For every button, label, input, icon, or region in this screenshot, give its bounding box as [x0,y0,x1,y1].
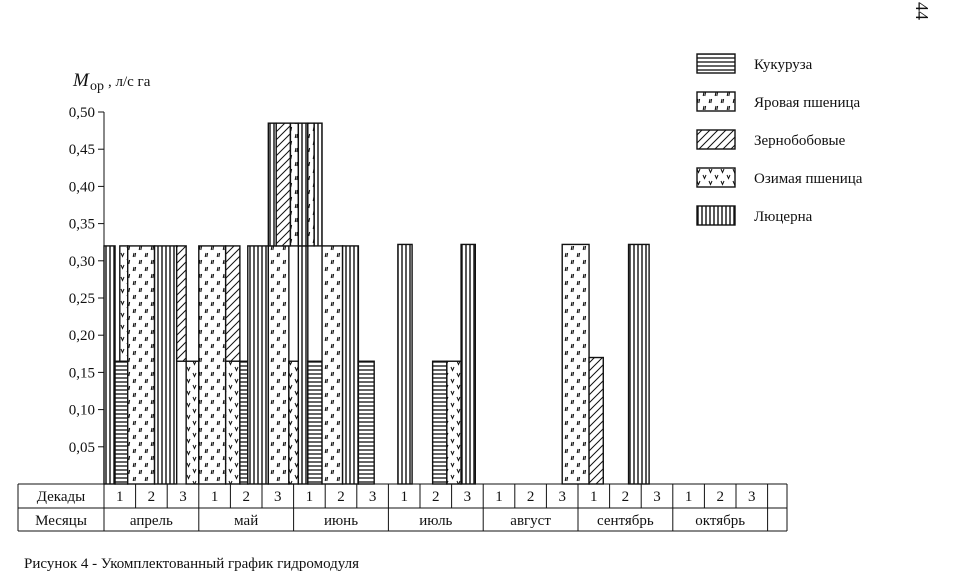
bar-winter [119,245,129,362]
y-ticks: 0,05 0,10 0,15 0,20 0,25 0,30 0,35 0,40 0,45 0,50 [69,105,104,456]
legend-swatch-legumes [696,129,736,150]
month-label: сентябрь [597,513,654,529]
bar-alfalfa [460,243,476,485]
decade-label: 3 [748,489,756,505]
month-label: апрель [130,513,173,529]
bar-legumes [175,245,187,362]
decade-label: 2 [432,489,440,505]
bar-alfalfa [341,245,360,485]
bar-winter [224,360,241,485]
decade-label: 2 [716,489,724,505]
y-tick-label: 0,35 [69,217,95,233]
decade-label: 3 [369,489,377,505]
bar-legumes [275,122,292,247]
page-number: 44 [912,2,932,20]
decade-label: 2 [337,489,345,505]
y-tick-label: 0,25 [69,291,95,307]
bar-alfalfa [313,122,323,247]
bar-alfalfa [247,245,270,485]
legend-swatch-winter [696,167,736,188]
bar-spring [198,245,227,485]
bar-spring [267,245,290,485]
legend-label-winter: Озимая пшеница [754,171,863,187]
decade-label: 3 [464,489,472,505]
y-tick-label: 0,50 [69,105,95,121]
bar-corn [114,360,129,485]
month-label: май [234,513,258,529]
decade-month-table: Декады Месяцы 1 2 3 1 2 3 1 2 3 1 2 3 1 2 3 1 2 3 1 2 3 апрел… [17,483,788,532]
decade-label: 3 [653,489,661,505]
decade-label: 1 [495,489,503,505]
y-tick-label: 0,45 [69,142,95,158]
y-tick-label: 0,20 [69,328,95,344]
decade-label: 3 [179,489,187,505]
legend-swatch-spring [696,91,736,112]
month-label: июль [419,513,452,529]
y-axis-label-unit: , л/с га [108,74,151,90]
decade-label: 3 [558,489,566,505]
decade-label: 2 [527,489,535,505]
bar-corn [431,360,448,485]
figure-caption: Рисунок 4 - Укомплектованный график гидр… [24,556,360,572]
legend-label-corn: Кукуруза [754,57,813,73]
decade-label: 1 [306,489,314,505]
bar-winter [446,360,462,485]
bar-spring [289,122,300,247]
y-tick-label: 0,40 [69,179,95,195]
bar-winter [288,360,300,485]
bar-spring [126,245,156,485]
bar-alfalfa [397,243,413,485]
bar-alfalfa [153,245,178,485]
row-label-mesyacy: Месяцы [35,513,87,529]
decade-label: 2 [622,489,630,505]
decade-label: 1 [685,489,693,505]
bar-spring [561,243,590,485]
bar-alfalfa [627,243,650,485]
bar-alfalfa [267,122,277,247]
decade-label: 1 [211,489,219,505]
bar-legumes [224,245,241,362]
month-label: август [510,513,551,529]
y-tick-label: 0,10 [69,403,95,419]
bar-alfalfa [297,122,309,247]
decade-label: 1 [590,489,598,505]
y-axis-label: M [72,70,90,91]
month-label: октябрь [695,513,745,529]
y-axis-label-subscript: ор [90,79,104,94]
bar-corn [357,360,375,485]
bar-spring [321,245,344,485]
bar-corn [239,360,249,485]
month-label: июнь [324,513,358,529]
bar-spring [307,122,315,247]
row-label-dekady: Декады [37,489,86,505]
bar-winter [185,360,200,485]
decade-label: 2 [242,489,250,505]
legend-label-spring: Яровая пшеница [754,95,861,111]
decade-label: 3 [274,489,282,505]
legend-swatch-corn [696,53,736,74]
decade-label: 1 [116,489,124,505]
bar-legumes [588,356,604,485]
y-tick-label: 0,15 [69,365,95,381]
legend-label-alfalfa: Люцерна [754,209,813,225]
legend-label-legumes: Зернобобовые [754,133,846,149]
bar-alfalfa [297,245,309,485]
decade-label: 1 [400,489,408,505]
legend-swatch-alfalfa [696,205,736,226]
bar-corn [307,360,323,485]
bars [103,122,650,485]
y-tick-label: 0,05 [69,440,95,456]
bar-alfalfa [103,245,116,485]
legend: Кукуруза Яровая пшеница Зернобобовые Озимая… [696,53,863,226]
y-tick-label: 0,30 [69,254,95,270]
decade-label: 2 [148,489,156,505]
